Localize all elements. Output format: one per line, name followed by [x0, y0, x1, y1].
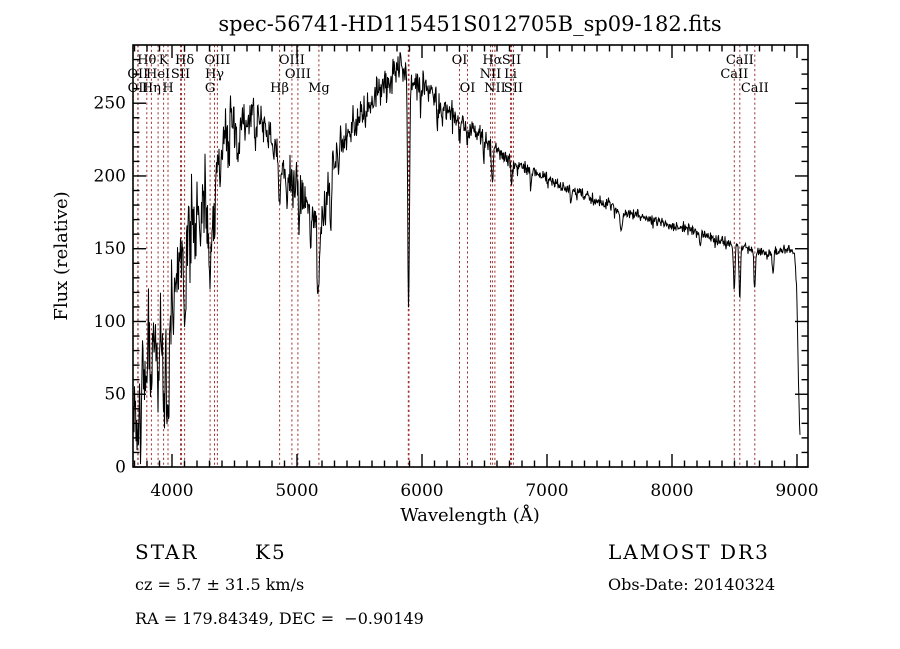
y-tick-label: 200	[94, 166, 126, 186]
spectral-line-label: K	[159, 53, 169, 68]
spectral-line-label: Hα	[482, 53, 502, 68]
spectral-line-label: OIII	[204, 53, 230, 68]
spectral-line-label: OIII	[279, 53, 305, 68]
cz-value: cz = 5.7 ± 31.5 km/s	[135, 575, 305, 594]
spectral-line-label: Hθ	[137, 53, 156, 68]
obs-date: Obs-Date: 20140324	[608, 575, 776, 594]
y-tick-label: 0	[115, 458, 126, 478]
spectral-line-label: Li	[504, 67, 517, 82]
x-tick-label: 9000	[775, 481, 818, 501]
y-axis-label: Flux (relative)	[51, 191, 72, 320]
ra-dec: RA = 179.84349, DEC = −0.90149	[135, 609, 424, 628]
spectral-line-label: CaII	[720, 67, 748, 82]
spectrum-line	[133, 52, 801, 465]
spectral-line-label: NII	[480, 67, 502, 82]
spectral-line-label: HeI	[146, 67, 170, 82]
object-class: STAR	[135, 540, 199, 564]
spectral-line-label: G	[205, 81, 215, 96]
y-tick-label: 100	[94, 312, 126, 332]
survey-release: LAMOST DR3	[608, 540, 770, 564]
spectral-line-label: SII	[502, 53, 521, 68]
spectral-line-label: OI	[460, 81, 476, 96]
spectral-line-label: OII	[128, 81, 149, 96]
spectral-line-label: OI	[452, 53, 468, 68]
spectral-line-label: Hβ	[270, 81, 289, 96]
spectral-line-label: OIII	[285, 67, 311, 82]
plot-box	[132, 44, 809, 468]
x-tick-label: 6000	[400, 481, 443, 501]
axis-ticks	[133, 45, 808, 468]
spectral-line-label: Mg	[308, 81, 330, 96]
spectral-line-label: H	[162, 81, 173, 96]
plot-title: spec-56741-HD115451S012705B_sp09-182.fit…	[218, 12, 721, 36]
x-axis-label: Wavelength (Å)	[400, 504, 540, 526]
y-tick-label: 250	[94, 94, 126, 114]
axis-tick-labels: 4000 5000 6000 7000 8000 9000 0 50 100 150 200 250	[94, 94, 819, 501]
spectral-line-markers	[137, 45, 756, 467]
spectral-line-label: Hδ	[175, 53, 194, 68]
x-tick-label: 5000	[275, 481, 318, 501]
y-tick-label: 150	[94, 239, 126, 259]
spectral-line-label: CaII	[741, 81, 769, 96]
spectrum-chart: spec-56741-HD115451S012705B_sp09-182.fit…	[51, 12, 819, 526]
spectral-line-label: Hγ	[205, 67, 224, 82]
spectral-line-label: CaII	[726, 53, 754, 68]
spectral-line-label: SII	[504, 81, 523, 96]
x-tick-label: 7000	[525, 481, 568, 501]
spectral-line-labels: OIIOIIHθHηHeIKHSIIHδGHγOIIIHβOIIIOIIIMgO…	[127, 53, 768, 96]
object-subclass: K5	[255, 540, 287, 564]
spectral-line-label: SII	[171, 67, 190, 82]
x-tick-label: 8000	[650, 481, 693, 501]
spectral-line-label: NII	[484, 81, 506, 96]
spectral-line-label: OII	[127, 67, 148, 82]
x-tick-label: 4000	[150, 481, 193, 501]
y-tick-label: 50	[104, 385, 126, 405]
spectral-line-label: Hη	[142, 81, 161, 96]
